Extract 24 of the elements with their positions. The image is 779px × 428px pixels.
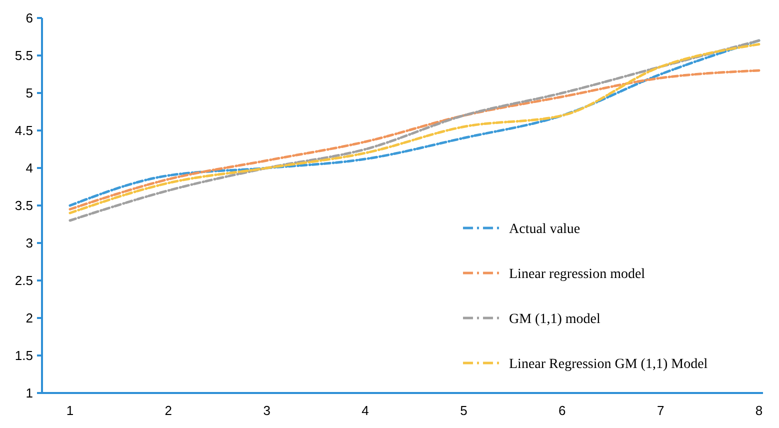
x-tick-label: 3 [263,403,270,418]
legend-label: GM (1,1) model [509,312,600,327]
y-tick-label: 2.5 [14,273,33,288]
y-tick-label: 4 [26,160,33,176]
y-tick-label: 5 [26,86,33,101]
y-tick-label: 6 [26,10,33,26]
x-tick-label: 6 [558,403,566,418]
x-tick-label: 7 [656,403,664,418]
x-tick-label: 8 [755,403,763,418]
y-tick-label: 1.5 [14,348,33,364]
y-tick-label: 5.5 [14,48,33,64]
line-series [68,69,760,210]
y-tick-label: 1 [26,386,33,401]
y-tick-label: 3.5 [14,198,33,214]
x-tick-label: 5 [460,403,468,418]
legend-label: Actual value [509,222,580,237]
legend-label: Linear Regression GM (1,1) Model [509,356,708,372]
y-tick-label: 2 [26,310,33,326]
y-tick-label: 3 [26,236,33,251]
x-tick-label: 4 [362,403,369,418]
legend-label: Linear regression model [509,266,646,282]
x-tick-label: 1 [66,403,74,418]
x-tick-label: 2 [164,403,172,418]
y-tick-label: 4.5 [14,123,33,138]
